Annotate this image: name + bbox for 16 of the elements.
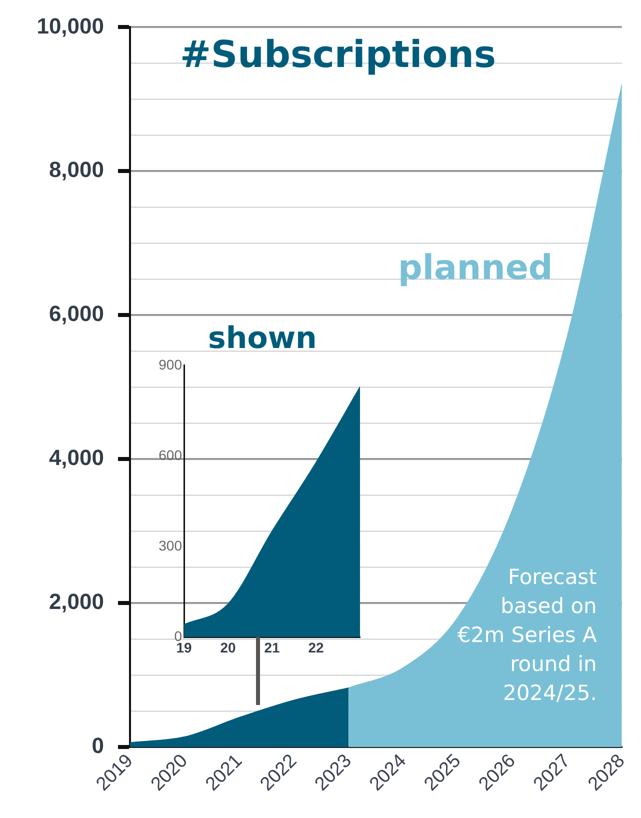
y-tick-label: 0	[174, 628, 182, 644]
chart-title: #Subscriptions	[180, 33, 496, 76]
annotation: Forecast based on €2m Series A round in 2024/25.	[456, 564, 597, 707]
y-tick-label: 2,000	[48, 589, 104, 614]
x-tick-label: 22	[308, 639, 324, 656]
y-tick-label: 0	[92, 733, 104, 758]
chart-title: shown	[208, 321, 317, 356]
y-tick-label: 8,000	[48, 157, 104, 182]
y-tick-label: 4,000	[48, 445, 104, 470]
y-tick-label: 900	[158, 356, 182, 372]
series-label: planned	[398, 248, 553, 288]
y-tick-label: 6,000	[48, 301, 104, 326]
x-tick-label: 21	[264, 639, 280, 656]
y-tick-label: 300	[158, 537, 182, 554]
y-tick-label: 10,000	[36, 13, 104, 38]
x-tick-label: 20	[220, 639, 236, 656]
